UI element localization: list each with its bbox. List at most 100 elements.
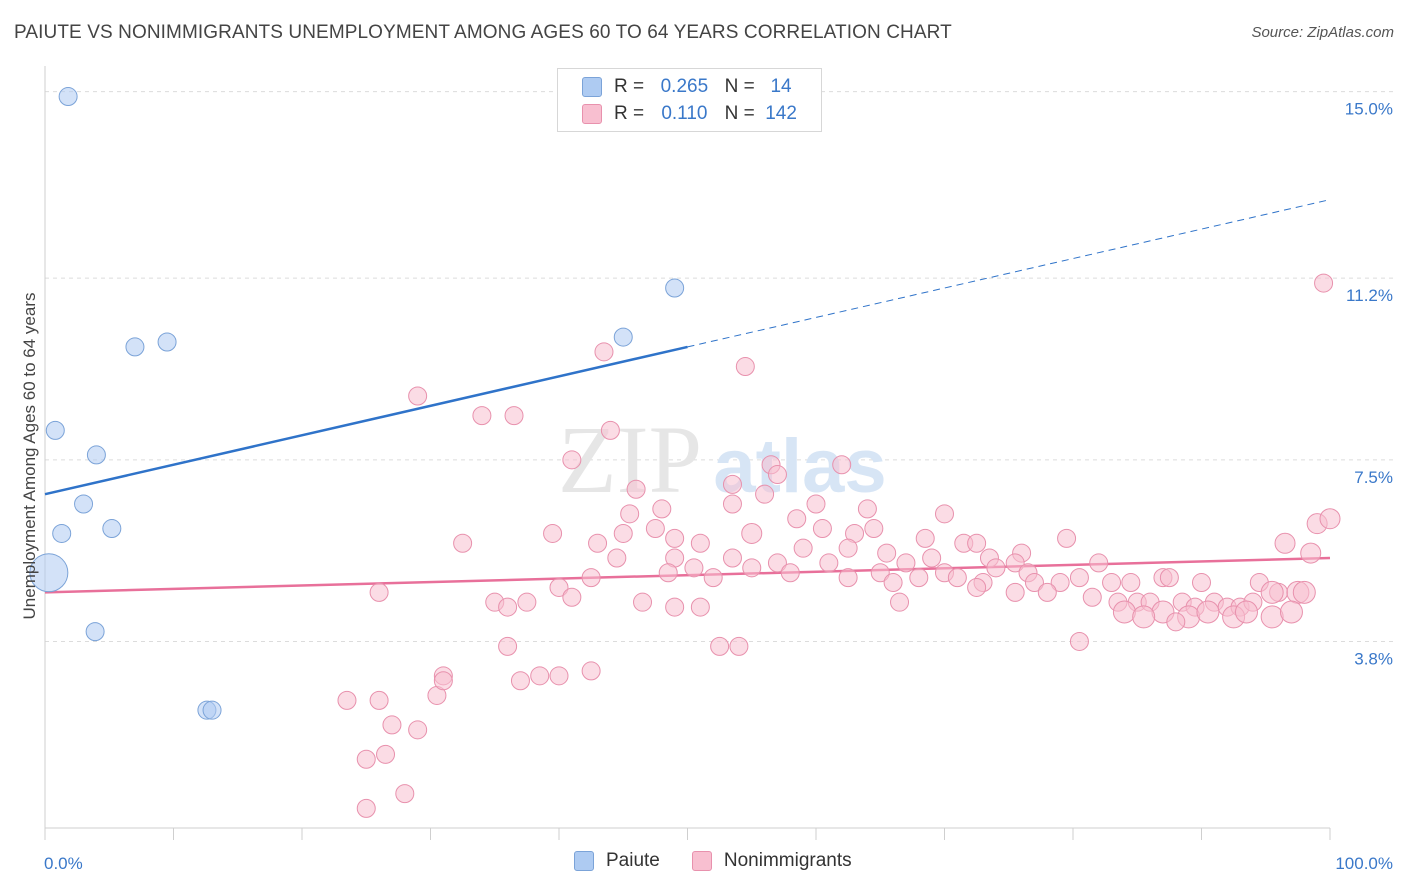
nonimmigrants-point (665, 597, 685, 617)
nonimmigrants-point (838, 568, 858, 588)
legend-n-value: 14 (770, 76, 792, 97)
nonimmigrants-point (472, 406, 492, 426)
x-tick-label: 0.0% (44, 854, 83, 873)
legend-swatch-nonimmigrants (582, 104, 602, 124)
nonimmigrants-point (722, 548, 742, 568)
nonimmigrants-point (896, 553, 916, 573)
paiute-point (157, 332, 177, 352)
nonimmigrants-point (1112, 600, 1136, 624)
nonimmigrants-point (967, 533, 987, 553)
nonimmigrants-point (1192, 573, 1211, 593)
nonimmigrants-point (793, 538, 813, 558)
nonimmigrants-point (1292, 580, 1316, 604)
nonimmigrants-point (600, 420, 620, 440)
paiute-point (85, 622, 105, 642)
nonimmigrants-point (1234, 600, 1258, 624)
paiute-point (29, 553, 69, 593)
nonimmigrants-point (1260, 580, 1284, 604)
nonimmigrants-point (967, 577, 987, 597)
nonimmigrants-point (915, 528, 935, 548)
legend-row-paiute: R = 0.265 N = 14 (582, 75, 802, 99)
nonimmigrants-trend-line (44, 556, 1331, 594)
series-legend-paiute[interactable]: Paiute (574, 850, 660, 872)
paiute-point (665, 278, 685, 298)
paiute-point (102, 519, 122, 539)
legend-r-label: R = (614, 76, 645, 97)
nonimmigrants-point (986, 558, 1006, 578)
nonimmigrants-point (408, 720, 428, 740)
legend-row-nonimmigrants: R = 0.110 N = 142 (582, 102, 802, 126)
nonimmigrants-point (382, 715, 402, 735)
nonimmigrants-point (1024, 573, 1044, 593)
nonimmigrants-point (1300, 542, 1322, 564)
nonimmigrants-point (1319, 508, 1341, 530)
nonimmigrants-point (1132, 605, 1156, 629)
paiute-trend-extension (687, 199, 1331, 348)
paiute-point (86, 445, 106, 465)
paiute-point (45, 420, 65, 440)
nonimmigrants-point (581, 568, 601, 588)
nonimmigrants-point (498, 597, 518, 617)
legend-r-value: 0.265 (660, 76, 709, 97)
paiute-point (202, 700, 222, 720)
nonimmigrants-point (690, 533, 710, 553)
paiute-point (58, 87, 78, 107)
nonimmigrants-point (1069, 631, 1089, 651)
nonimmigrants-point (1121, 573, 1141, 593)
nonimmigrants-point (594, 342, 614, 362)
nonimmigrants-point (703, 568, 723, 588)
nonimmigrants-point (684, 558, 704, 578)
nonimmigrants-point (722, 474, 742, 494)
nonimmigrants-point (408, 386, 428, 406)
nonimmigrants-point (530, 666, 550, 686)
nonimmigrants-point (729, 636, 749, 656)
nonimmigrants-point (356, 749, 376, 769)
nonimmigrants-point (832, 455, 852, 475)
nonimmigrants-point (935, 504, 954, 524)
x-tick-label: 100.0% (1335, 854, 1393, 873)
nonimmigrants-point (395, 784, 415, 804)
nonimmigrants-point (742, 558, 762, 578)
paiute-point (125, 337, 145, 357)
nonimmigrants-point (1314, 273, 1334, 293)
nonimmigrants-point (735, 357, 755, 377)
nonimmigrants-point (870, 563, 890, 583)
legend-r-label: R = (614, 103, 645, 124)
trend-lines (44, 199, 1331, 594)
nonimmigrants-point (549, 666, 569, 686)
nonimmigrants-point (620, 504, 640, 524)
nonimmigrants-point (722, 494, 742, 514)
nonimmigrants-point (1159, 568, 1179, 588)
nonimmigrants-point (607, 548, 627, 568)
nonimmigrants-point (356, 798, 376, 818)
series-legend: Paiute Nonimmigrants (574, 850, 884, 872)
y-tick-label: 11.2% (1346, 286, 1393, 305)
nonimmigrants-point (369, 690, 389, 710)
nonimmigrants-point (1102, 573, 1122, 593)
nonimmigrants-point (947, 568, 967, 588)
nonimmigrants-point (1279, 600, 1303, 624)
nonimmigrants-point (755, 484, 775, 504)
nonimmigrants-point (1260, 605, 1284, 629)
correlation-legend: R = 0.265 N = 14 R = 0.110 N = 142 (557, 68, 822, 132)
nonimmigrants-point (549, 577, 569, 597)
nonimmigrants-point (453, 533, 473, 553)
nonimmigrants-point (658, 563, 678, 583)
nonimmigrants-point (562, 450, 582, 470)
series-legend-nonimmigrants[interactable]: Nonimmigrants (691, 850, 852, 872)
axes (44, 66, 1331, 840)
nonimmigrants-point (337, 690, 357, 710)
nonimmigrants-point (645, 519, 665, 539)
data-points (29, 87, 1341, 818)
nonimmigrants-point (1005, 582, 1025, 602)
nonimmigrants-point (1082, 587, 1102, 607)
nonimmigrants-point (864, 519, 884, 539)
legend-n-label: N = (724, 103, 755, 124)
y-tick-label: 15.0% (1345, 100, 1393, 119)
series-label-nonimmigrants: Nonimmigrants (723, 850, 852, 871)
nonimmigrants-point (588, 533, 608, 553)
y-axis-label: Unemployment Among Ages 60 to 64 years (20, 292, 39, 620)
nonimmigrants-point (1274, 532, 1296, 554)
nonimmigrants-point (883, 573, 903, 593)
